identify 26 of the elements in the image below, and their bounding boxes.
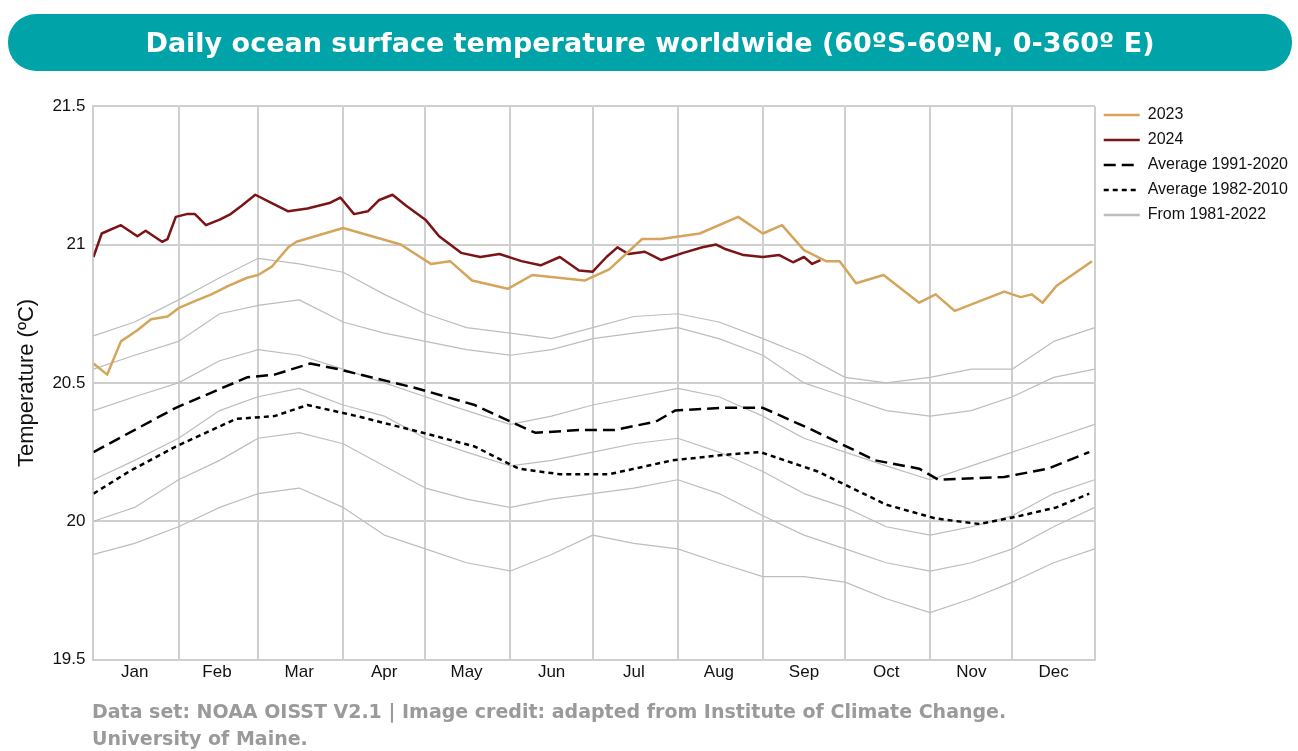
legend-label: Average 1982-2010 <box>1147 180 1289 198</box>
x-tick-label: Jul <box>623 662 645 682</box>
y-tick-label: 20.5 <box>52 372 86 392</box>
legend-label: From 1981-2022 <box>1147 205 1267 223</box>
y-tick-label: 21 <box>66 234 86 254</box>
text: Data set: NOAA OISST V2.1 | Image credit: adapted from Institute of Climate Change. University of Maine. <box>92 699 1008 751</box>
legend-label: Average 1991-2020 <box>1147 155 1289 173</box>
x-tick-label: Jun <box>537 662 566 682</box>
legend-label: 2024 <box>1147 130 1184 148</box>
y-tick-label: 19.5 <box>52 649 86 669</box>
legend-label: 2023 <box>1147 105 1184 123</box>
x-tick-label: Apr <box>371 662 398 682</box>
line-series <box>93 403 1091 526</box>
x-tick-label: Jan <box>120 662 149 682</box>
x-tick-label: Sep <box>788 662 820 682</box>
x-tick-label: Aug <box>703 662 735 682</box>
x-tick-label: May <box>450 662 484 682</box>
x-tick-label: Dec <box>1038 662 1070 682</box>
y-tick-label: 21.5 <box>52 95 86 115</box>
x-tick-label: Feb <box>202 662 232 682</box>
y-tick-label: 20 <box>66 510 86 530</box>
x-tick-label: Mar <box>284 662 315 682</box>
x-tick-label: Oct <box>873 662 900 682</box>
x-tick-label: Nov <box>956 662 987 682</box>
chart-title: Daily ocean surface temperature worldwide (60ºS-60ºN, 0-360º E) <box>8 14 1292 71</box>
y-axis-title: Temperature (ºC) <box>13 298 39 467</box>
